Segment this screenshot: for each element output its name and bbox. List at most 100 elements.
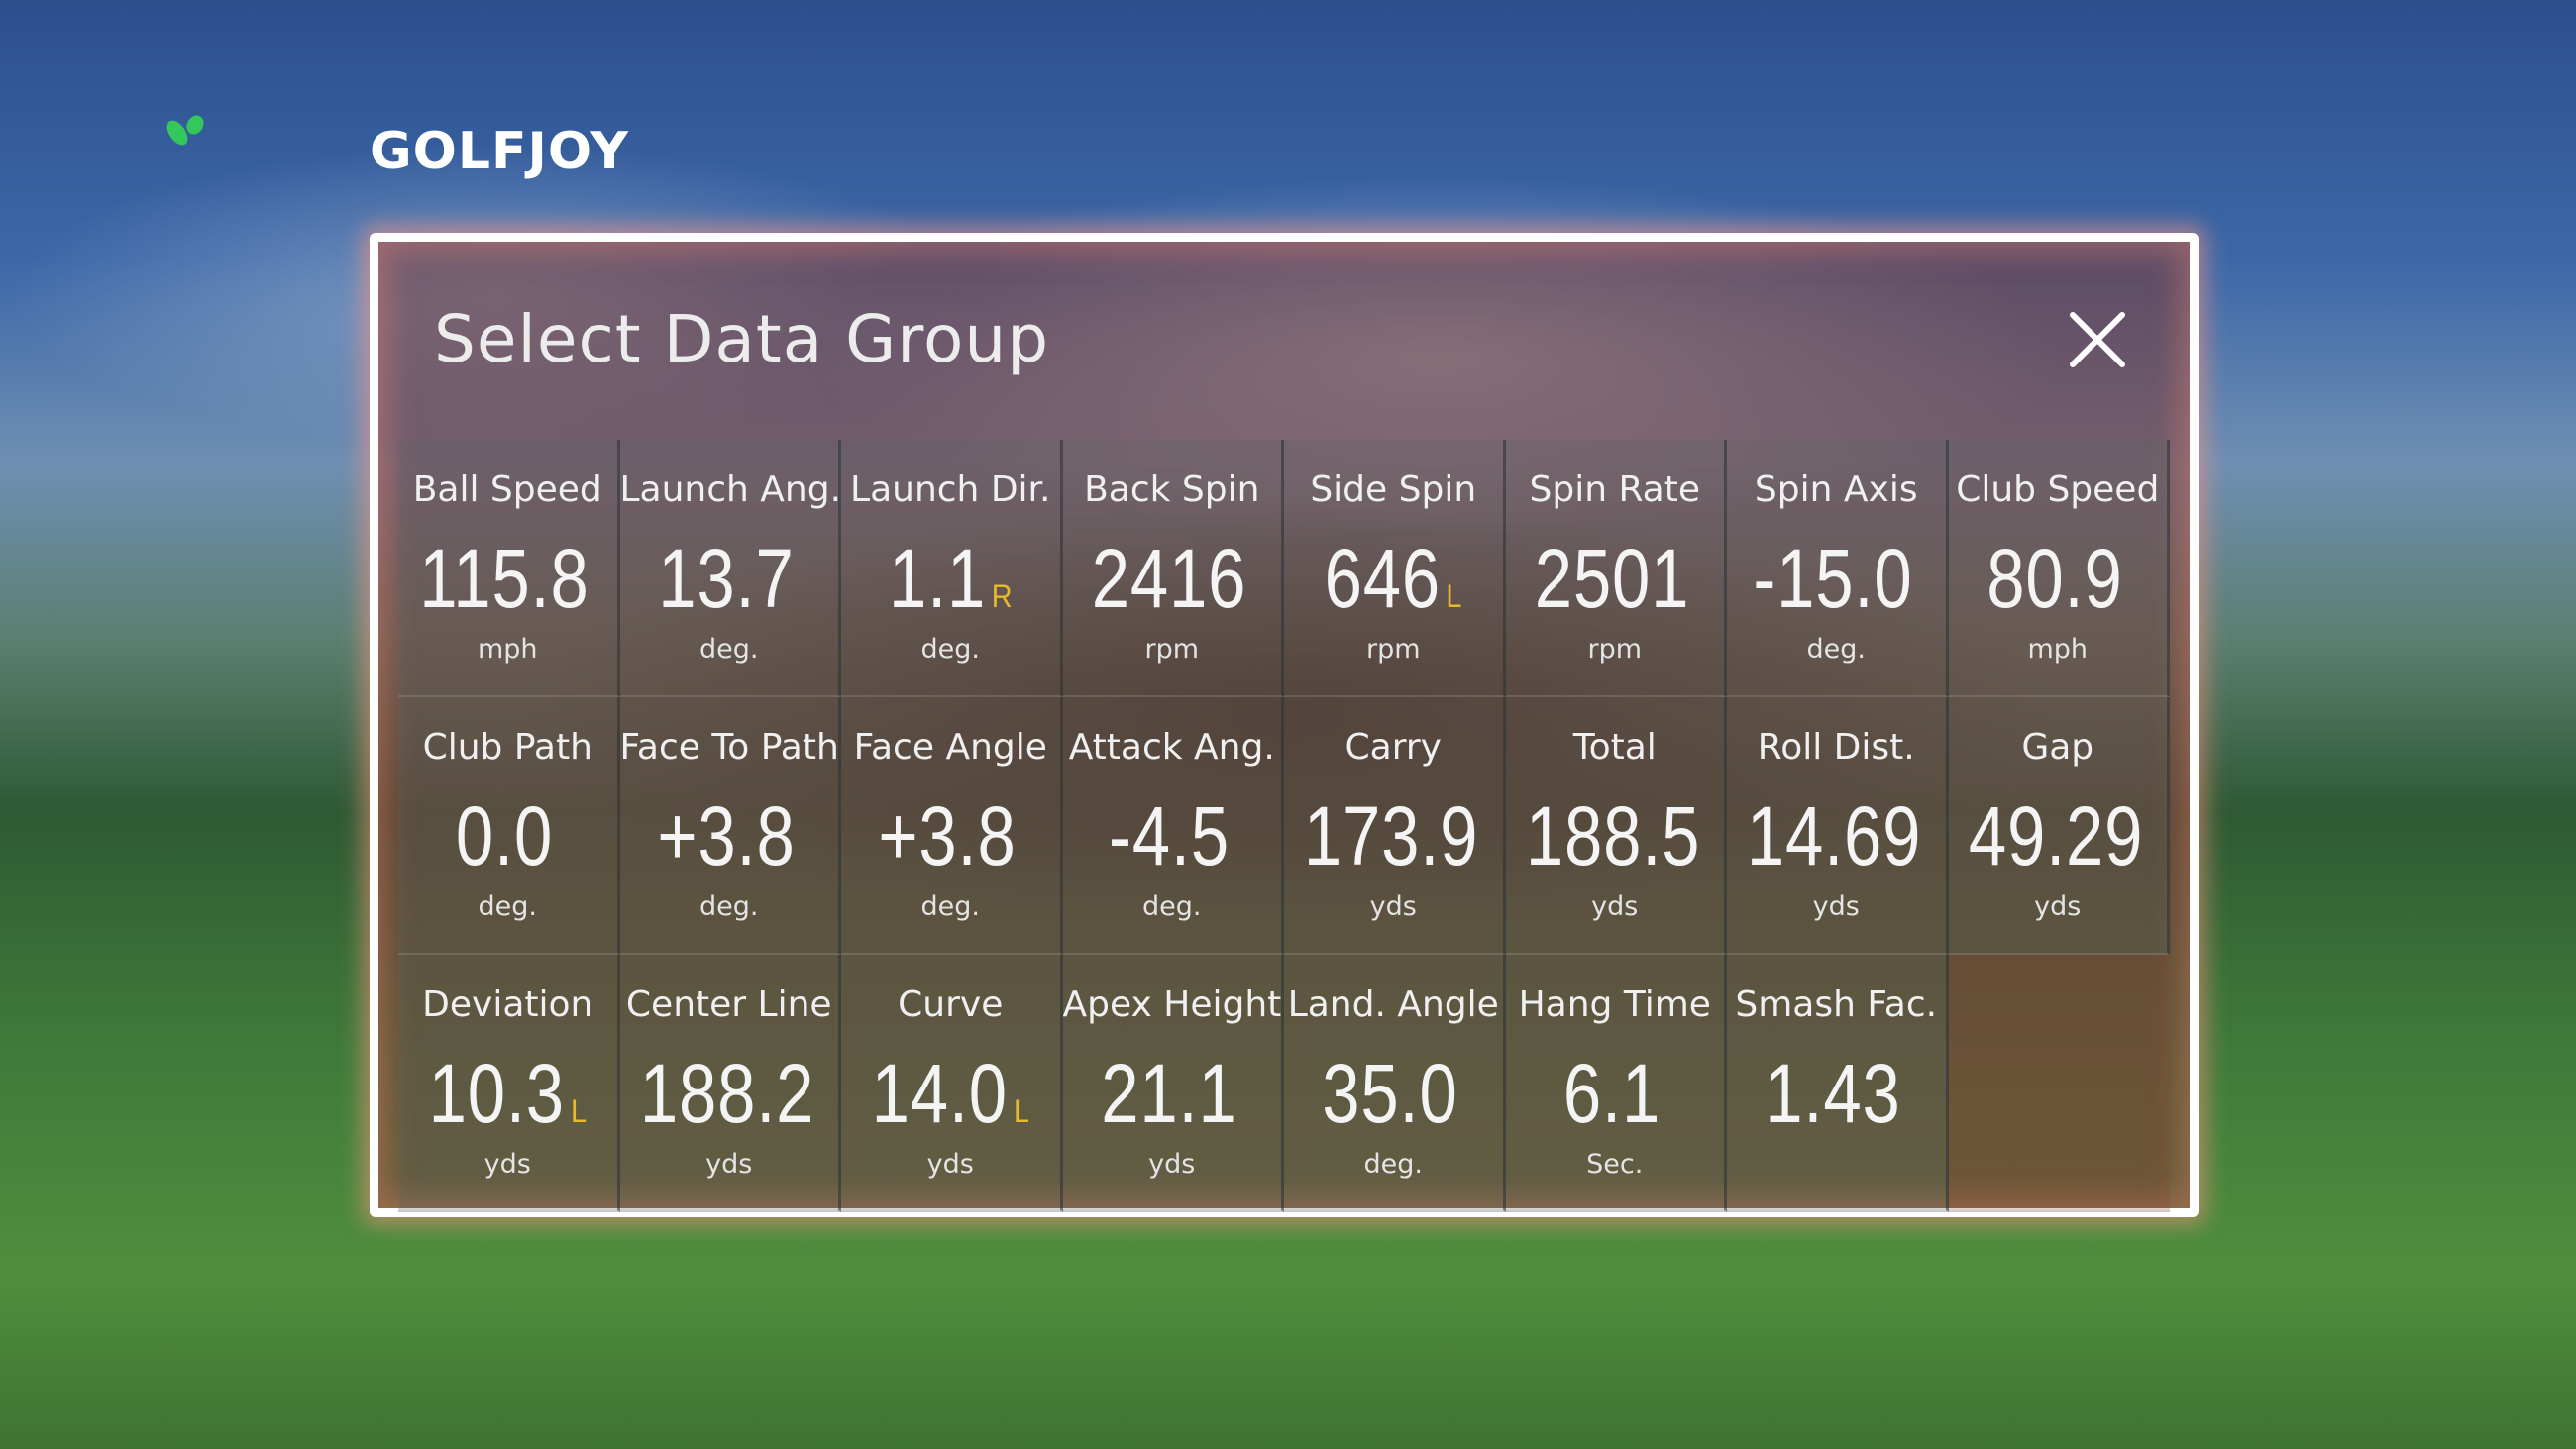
metric-value: 2416 bbox=[1091, 532, 1246, 625]
metric-unit: yds bbox=[1369, 891, 1417, 922]
metric-value: 1.43 bbox=[1765, 1047, 1901, 1140]
metric-value: 115.8 bbox=[419, 532, 590, 625]
metric-label: Apex Height bbox=[1062, 984, 1282, 1025]
metric-label: Side Spin bbox=[1310, 469, 1477, 510]
metric-label: Carry bbox=[1344, 727, 1442, 768]
direction-indicator: L bbox=[1013, 1093, 1030, 1129]
metric-label: Land. Angle bbox=[1287, 984, 1499, 1025]
metric-label: Spin Rate bbox=[1529, 469, 1700, 510]
metric-label: Club Speed bbox=[1956, 469, 2160, 510]
metric-value: -4.5 bbox=[1108, 789, 1230, 882]
metric-center-line[interactable]: Center Line 188.2 yds bbox=[619, 955, 841, 1212]
metric-total[interactable]: Total 188.5 yds bbox=[1505, 697, 1727, 955]
metric-value: +3.8 bbox=[656, 789, 796, 882]
metric-club-path[interactable]: Club Path 0.0 deg. bbox=[398, 697, 620, 955]
metric-value: 14.69 bbox=[1746, 789, 1922, 882]
metric-label: Gap bbox=[2021, 727, 2094, 768]
metric-value: 173.9 bbox=[1303, 789, 1479, 882]
metric-attack-angle[interactable]: Attack Ang. -4.5 deg. bbox=[1062, 697, 1284, 955]
close-icon[interactable] bbox=[2067, 309, 2128, 370]
metric-value: 80.9 bbox=[1986, 532, 2123, 625]
metric-landing-angle[interactable]: Land. Angle 35.0 deg. bbox=[1284, 955, 1506, 1212]
metric-unit: deg. bbox=[1363, 1149, 1423, 1180]
metric-unit: yds bbox=[1591, 891, 1639, 922]
golfjoy-logo: GOLFJOY bbox=[370, 107, 629, 196]
metric-unit: yds bbox=[2034, 891, 2082, 922]
metric-carry[interactable]: Carry 173.9 yds bbox=[1284, 697, 1506, 955]
metric-label: Smash Fac. bbox=[1735, 984, 1938, 1025]
metric-launch-angle[interactable]: Launch Ang. 13.7 deg. bbox=[619, 440, 842, 697]
metric-launch-direction[interactable]: Launch Dir. 1.1 R deg. bbox=[841, 440, 1063, 697]
metric-label: Attack Ang. bbox=[1068, 727, 1275, 768]
metric-face-angle[interactable]: Face Angle +3.8 deg. bbox=[841, 697, 1063, 955]
direction-indicator: R bbox=[991, 578, 1014, 614]
direction-indicator: L bbox=[570, 1093, 588, 1129]
metric-gap[interactable]: Gap 49.29 yds bbox=[1948, 697, 2170, 955]
metric-club-speed[interactable]: Club Speed 80.9 mph bbox=[1948, 440, 2170, 697]
metric-value: 35.0 bbox=[1322, 1047, 1458, 1140]
metric-unit: deg. bbox=[478, 891, 537, 922]
metric-value: 49.29 bbox=[1968, 789, 2143, 882]
metric-label: Face To Path bbox=[619, 727, 839, 768]
direction-indicator: L bbox=[1446, 578, 1463, 614]
metric-value: 646 L bbox=[1324, 532, 1463, 625]
metric-value: 14.0 L bbox=[871, 1047, 1030, 1140]
metric-back-spin[interactable]: Back Spin 2416 rpm bbox=[1062, 440, 1284, 697]
metric-spin-axis[interactable]: Spin Axis -15.0 deg. bbox=[1727, 440, 1949, 697]
leaf-icon bbox=[166, 115, 204, 146]
metric-value: 1.1 R bbox=[888, 532, 1014, 625]
metric-unit: yds bbox=[705, 1149, 753, 1180]
metric-hang-time[interactable]: Hang Time 6.1 Sec. bbox=[1505, 955, 1727, 1212]
metric-unit: Sec. bbox=[1586, 1149, 1644, 1180]
metric-label: Total bbox=[1572, 727, 1657, 768]
metric-value: 2501 bbox=[1534, 532, 1689, 625]
metric-unit: mph bbox=[2027, 634, 2089, 665]
metric-label: Center Line bbox=[625, 984, 832, 1025]
metric-value: -15.0 bbox=[1753, 532, 1913, 625]
metric-value: 21.1 bbox=[1100, 1047, 1237, 1140]
metric-value: 10.3 L bbox=[428, 1047, 588, 1140]
metric-roll-distance[interactable]: Roll Dist. 14.69 yds bbox=[1727, 697, 1949, 955]
metric-unit: yds bbox=[483, 1149, 531, 1180]
select-data-group-dialog: Select Data Group Ball Speed 115.8 mph L… bbox=[370, 233, 2199, 1217]
metric-label: Spin Axis bbox=[1754, 469, 1918, 510]
metric-unit: yds bbox=[1812, 891, 1860, 922]
metric-spin-rate[interactable]: Spin Rate 2501 rpm bbox=[1505, 440, 1727, 697]
metric-label: Launch Ang. bbox=[619, 469, 842, 510]
metric-value: 0.0 bbox=[455, 789, 554, 882]
metric-label: Roll Dist. bbox=[1757, 727, 1915, 768]
metric-apex-height[interactable]: Apex Height 21.1 yds bbox=[1062, 955, 1284, 1212]
metric-unit: deg. bbox=[699, 634, 759, 665]
metric-ball-speed[interactable]: Ball Speed 115.8 mph bbox=[398, 440, 620, 697]
metric-unit: yds bbox=[926, 1149, 974, 1180]
metric-curve[interactable]: Curve 14.0 L yds bbox=[841, 955, 1063, 1212]
metric-side-spin[interactable]: Side Spin 646 L rpm bbox=[1284, 440, 1506, 697]
metric-label: Curve bbox=[898, 984, 1004, 1025]
metric-unit: mph bbox=[477, 634, 538, 665]
metric-unit: deg. bbox=[1142, 891, 1202, 922]
metric-label: Ball Speed bbox=[412, 469, 602, 510]
metric-value: 6.1 bbox=[1562, 1047, 1661, 1140]
metric-label: Launch Dir. bbox=[850, 469, 1051, 510]
metric-unit: deg. bbox=[920, 891, 980, 922]
metric-unit: rpm bbox=[1144, 634, 1200, 665]
dialog-title: Select Data Group bbox=[434, 301, 1050, 377]
metric-unit: yds bbox=[1148, 1149, 1196, 1180]
metric-value: 188.2 bbox=[639, 1047, 814, 1140]
metric-label: Back Spin bbox=[1084, 469, 1260, 510]
metric-face-to-path[interactable]: Face To Path +3.8 deg. bbox=[619, 697, 841, 955]
metric-unit: rpm bbox=[1365, 634, 1421, 665]
metric-smash-factor[interactable]: Smash Fac. 1.43 bbox=[1727, 955, 1949, 1212]
logo-text: GOLFJOY bbox=[370, 122, 629, 181]
empty-cell bbox=[1948, 955, 2170, 1212]
metric-label: Face Angle bbox=[853, 727, 1047, 768]
metric-value: 188.5 bbox=[1525, 789, 1700, 882]
metric-label: Hang Time bbox=[1518, 984, 1711, 1025]
metrics-grid: Ball Speed 115.8 mph Launch Ang. 13.7 de… bbox=[398, 440, 2170, 1212]
metric-unit: rpm bbox=[1587, 634, 1643, 665]
metric-value: 13.7 bbox=[657, 532, 795, 625]
metric-label: Deviation bbox=[422, 984, 593, 1025]
metric-unit: deg. bbox=[1806, 634, 1866, 665]
metric-deviation[interactable]: Deviation 10.3 L yds bbox=[398, 955, 620, 1212]
metric-unit: deg. bbox=[920, 634, 980, 665]
